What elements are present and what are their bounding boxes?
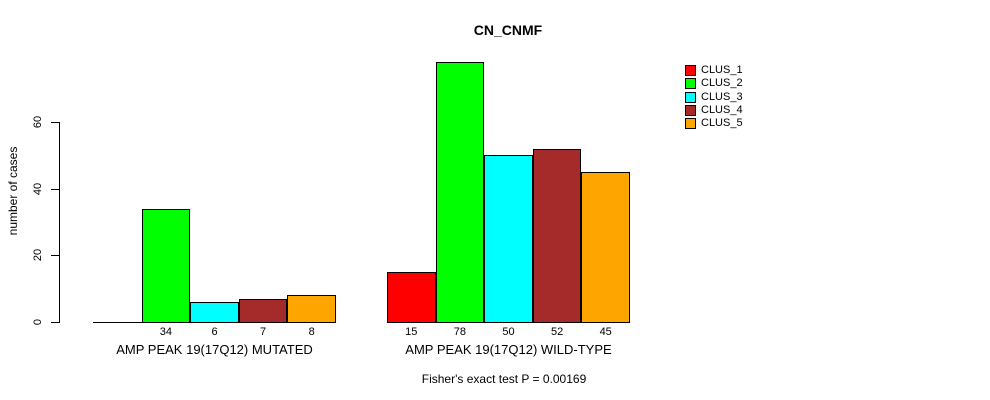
bar: [581, 172, 630, 323]
bar: [238, 298, 288, 323]
legend: CLUS_1 CLUS_2 CLUS_3 CLUS_4 CLUS_5: [685, 65, 743, 131]
bar-value-label: 8: [308, 326, 315, 338]
legend-swatch: [685, 104, 696, 116]
bar: [435, 62, 485, 323]
y-tick: [51, 255, 59, 257]
bar-value-label: 15: [405, 326, 418, 338]
bar: [532, 148, 582, 323]
group-label: AMP PEAK 19(17Q12) WILD-TYPE: [405, 342, 612, 357]
legend-swatch: [685, 118, 696, 130]
y-tick: [51, 188, 59, 190]
y-tick-label: 20: [32, 249, 44, 262]
bar: [484, 155, 533, 323]
legend-item: CLUS_3: [685, 90, 743, 103]
legend-item: CLUS_5: [685, 117, 743, 130]
y-tick: [51, 322, 59, 323]
bar-value-label: 6: [211, 326, 218, 338]
bar-value-label: 52: [550, 326, 564, 338]
legend-swatch: [685, 65, 696, 76]
bar: [190, 302, 239, 323]
legend-item: CLUS_1: [685, 65, 743, 76]
bar-value-label: 78: [453, 326, 467, 338]
legend-item: CLUS_4: [685, 103, 743, 116]
legend-label: CLUS_2: [701, 77, 743, 90]
legend-label: CLUS_5: [701, 117, 743, 130]
y-axis-line: [59, 122, 60, 323]
y-tick-label: 40: [32, 182, 44, 195]
bar-value-label: 45: [599, 326, 612, 338]
legend-label: CLUS_3: [701, 90, 743, 103]
bar: [287, 295, 336, 323]
y-tick-label: 60: [32, 115, 44, 129]
footer-note: Fisher's exact test P = 0.00169: [421, 372, 587, 386]
y-tick-label: 0: [32, 318, 44, 326]
legend-item: CLUS_2: [685, 77, 743, 90]
legend-label: CLUS_1: [701, 64, 743, 76]
legend-swatch: [685, 91, 696, 103]
bar: [141, 208, 191, 323]
chart-title: CN_CNMF: [473, 22, 543, 38]
legend-label: CLUS_4: [701, 103, 743, 116]
bar: [387, 272, 436, 323]
legend-swatch: [685, 78, 696, 90]
y-tick: [51, 122, 59, 123]
bar-value-label: 34: [159, 326, 173, 338]
bar-value-label: 7: [260, 326, 267, 338]
bar-value-label: 50: [502, 326, 515, 338]
group-label: AMP PEAK 19(17Q12) MUTATED: [116, 342, 313, 357]
